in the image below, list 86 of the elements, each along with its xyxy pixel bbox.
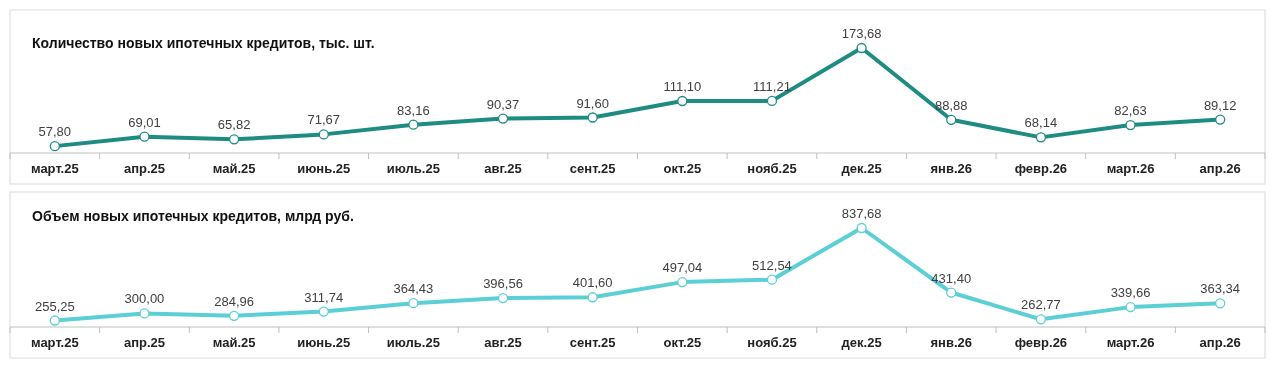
x-tick-label: апр.25 — [123, 161, 166, 176]
point — [497, 113, 509, 124]
x-tick-label: март.26 — [1106, 161, 1155, 176]
point — [677, 95, 688, 107]
x-tick-label: окт.25 — [663, 335, 702, 350]
x-tick-label: апр.26 — [1199, 335, 1241, 350]
x-tick-label: апр.26 — [1199, 161, 1241, 176]
x-tick-label: янв.26 — [930, 161, 973, 176]
data-label: 89,12 — [1203, 97, 1237, 113]
data-label: 91,60 — [576, 95, 609, 111]
point — [587, 112, 598, 123]
point — [228, 134, 240, 145]
data-label: 364,43 — [393, 281, 434, 297]
data-label: 71,67 — [307, 112, 341, 128]
data-label: 300,00 — [124, 291, 165, 307]
point — [946, 287, 957, 298]
data-label: 173,68 — [841, 26, 882, 41]
point — [49, 140, 60, 152]
x-tick-label: дек.25 — [841, 161, 882, 176]
point — [318, 306, 329, 317]
data-label: 83,16 — [397, 102, 430, 118]
x-tick-label: авг.25 — [484, 161, 522, 176]
point — [766, 274, 778, 285]
x-tick-label: нояб.25 — [747, 161, 797, 176]
data-label: 431,40 — [931, 270, 972, 286]
data-label: 111,10 — [663, 78, 702, 94]
point — [408, 298, 419, 309]
point — [1125, 301, 1136, 313]
point — [139, 308, 150, 319]
x-tick-label: март.25 — [30, 335, 79, 350]
x-tick-label: сент.25 — [569, 335, 616, 350]
data-label: 88,88 — [934, 97, 968, 113]
point — [856, 42, 867, 54]
chart-title: Объем новых ипотечных кредитов, млрд руб. — [32, 208, 354, 224]
point — [228, 310, 240, 321]
data-label: 65,82 — [217, 117, 251, 133]
data-label: 401,60 — [572, 275, 613, 291]
x-tick-label: февр.26 — [1014, 335, 1068, 350]
point — [946, 114, 957, 125]
x-tick-label: март.25 — [30, 161, 79, 176]
x-tick-label: май.25 — [212, 161, 256, 176]
data-label: 363,34 — [1200, 281, 1241, 297]
point — [1035, 132, 1047, 143]
x-tick-label: окт.25 — [663, 161, 702, 176]
data-label: 339,66 — [1110, 285, 1151, 301]
point — [408, 119, 419, 130]
data-label: 396,56 — [483, 276, 523, 292]
data-label: 512,54 — [752, 257, 792, 273]
point — [766, 95, 778, 107]
point — [1035, 314, 1047, 325]
data-label: 82,63 — [1114, 103, 1147, 119]
x-tick-label: июнь.25 — [297, 335, 351, 350]
x-tick-label: июль.25 — [386, 335, 440, 350]
x-tick-label: авг.25 — [484, 335, 522, 350]
point — [677, 276, 688, 288]
point — [856, 222, 867, 234]
point — [1215, 298, 1226, 309]
point — [1125, 119, 1136, 131]
x-tick-label: нояб.25 — [747, 335, 797, 350]
point — [139, 131, 150, 142]
point — [497, 292, 509, 304]
x-tick-label: янв.26 — [930, 335, 973, 350]
x-tick-label: июль.25 — [386, 161, 440, 176]
data-label: 111,21 — [753, 78, 791, 94]
data-label: 255,25 — [34, 298, 75, 314]
x-tick-label: сент.25 — [569, 161, 616, 176]
x-tick-label: март.26 — [1106, 335, 1155, 350]
x-tick-label: февр.26 — [1014, 161, 1068, 176]
data-label: 57,80 — [38, 124, 72, 140]
data-label: 837,68 — [841, 206, 882, 221]
x-tick-label: дек.25 — [841, 335, 882, 350]
point — [587, 292, 598, 303]
point — [1215, 114, 1226, 125]
x-tick-label: апр.25 — [123, 335, 166, 350]
data-label: 68,14 — [1024, 115, 1058, 131]
x-tick-label: июнь.25 — [297, 161, 351, 176]
data-label: 69,01 — [128, 114, 161, 130]
data-label: 262,77 — [1021, 297, 1061, 313]
x-tick-label: май.25 — [212, 335, 256, 350]
chart-title: Количество новых ипотечных кредитов, тыс. шт. — [32, 35, 375, 51]
data-label: 311,74 — [304, 289, 344, 305]
point — [49, 315, 60, 326]
point — [318, 129, 329, 140]
data-label: 90,37 — [486, 96, 520, 112]
data-label: 284,96 — [214, 293, 254, 309]
data-label: 497,04 — [662, 260, 703, 276]
